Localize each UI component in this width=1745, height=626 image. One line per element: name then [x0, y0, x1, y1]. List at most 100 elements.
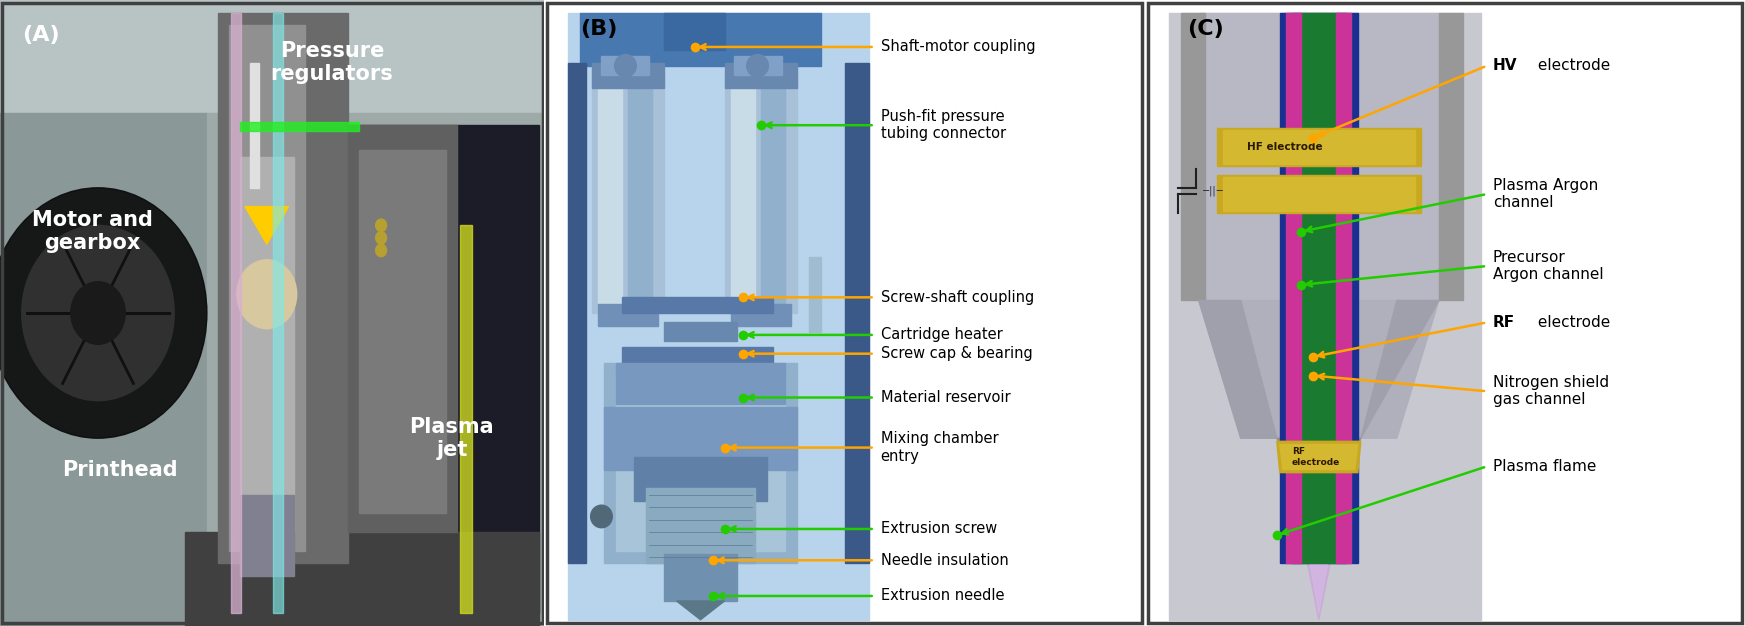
- Polygon shape: [244, 207, 288, 244]
- Bar: [1169, 13, 1482, 620]
- Bar: [239, 495, 293, 576]
- Bar: [731, 304, 790, 326]
- Bar: [581, 13, 820, 66]
- Text: −||−: −||−: [1202, 186, 1225, 196]
- Text: (B): (B): [581, 19, 618, 39]
- Bar: [845, 63, 869, 563]
- Bar: [0, 113, 208, 626]
- Text: Shaft-motor coupling: Shaft-motor coupling: [881, 39, 1035, 54]
- Bar: [1223, 130, 1415, 164]
- Bar: [349, 125, 457, 532]
- Text: Cartridge heater: Cartridge heater: [881, 327, 1002, 342]
- Circle shape: [375, 219, 387, 232]
- Polygon shape: [1295, 501, 1344, 620]
- Text: Push-fit pressure
tubing connector: Push-fit pressure tubing connector: [881, 109, 1005, 141]
- Text: Precursor
Argon channel: Precursor Argon channel: [1494, 250, 1604, 282]
- Circle shape: [0, 188, 208, 438]
- Bar: [461, 225, 473, 613]
- Text: Material reservoir: Material reservoir: [881, 390, 1010, 405]
- Bar: [359, 150, 447, 513]
- Bar: [239, 122, 359, 131]
- Polygon shape: [1361, 300, 1440, 438]
- Polygon shape: [1199, 300, 1277, 438]
- Bar: [604, 363, 796, 563]
- Bar: [218, 13, 349, 563]
- Bar: [616, 363, 785, 404]
- Text: Extrusion screw: Extrusion screw: [881, 521, 996, 536]
- Bar: [635, 457, 766, 501]
- Bar: [761, 75, 785, 313]
- Polygon shape: [677, 601, 724, 620]
- Bar: [724, 63, 796, 88]
- Bar: [665, 554, 736, 601]
- Bar: [808, 257, 820, 332]
- Bar: [1181, 13, 1204, 300]
- Bar: [665, 322, 736, 341]
- Circle shape: [375, 232, 387, 244]
- Bar: [1291, 13, 1345, 563]
- Bar: [569, 13, 869, 620]
- Bar: [602, 56, 649, 75]
- Text: Needle insulation: Needle insulation: [881, 553, 1009, 568]
- Bar: [1216, 175, 1420, 213]
- Bar: [232, 13, 241, 613]
- Text: Nitrogen shield
gas channel: Nitrogen shield gas channel: [1494, 375, 1609, 408]
- Circle shape: [21, 225, 174, 401]
- Bar: [599, 304, 658, 326]
- Bar: [623, 297, 773, 313]
- Bar: [1199, 13, 1440, 300]
- Bar: [274, 13, 283, 613]
- Bar: [733, 56, 782, 75]
- Circle shape: [375, 244, 387, 257]
- Polygon shape: [1279, 444, 1358, 470]
- Bar: [616, 376, 785, 551]
- Text: Plasma Argon
channel: Plasma Argon channel: [1494, 178, 1598, 210]
- Bar: [593, 63, 665, 88]
- Bar: [593, 75, 665, 313]
- Circle shape: [614, 54, 637, 77]
- Text: electrode: electrode: [1532, 315, 1609, 330]
- Bar: [229, 25, 305, 551]
- Text: Printhead: Printhead: [63, 459, 178, 480]
- Circle shape: [590, 505, 612, 528]
- Bar: [599, 75, 623, 313]
- Bar: [724, 75, 796, 313]
- Bar: [1286, 13, 1302, 563]
- Bar: [1335, 13, 1351, 563]
- Polygon shape: [1199, 300, 1440, 438]
- Text: electrode: electrode: [1532, 58, 1609, 73]
- Bar: [208, 113, 544, 626]
- Text: Plasma
jet: Plasma jet: [410, 416, 494, 460]
- Bar: [239, 156, 293, 532]
- Polygon shape: [1277, 438, 1361, 545]
- Text: (A): (A): [21, 25, 59, 45]
- Circle shape: [747, 54, 768, 77]
- Text: RF
electrode: RF electrode: [1291, 448, 1340, 466]
- Bar: [604, 407, 796, 470]
- Bar: [0, 0, 544, 113]
- Bar: [283, 125, 539, 613]
- Bar: [251, 63, 258, 188]
- Polygon shape: [1277, 441, 1361, 473]
- Bar: [628, 75, 653, 313]
- Circle shape: [237, 260, 297, 329]
- Text: Plasma flame: Plasma flame: [1494, 459, 1597, 474]
- Bar: [1440, 13, 1462, 300]
- Circle shape: [72, 282, 126, 344]
- Bar: [665, 13, 724, 50]
- Text: HF electrode: HF electrode: [1246, 142, 1323, 152]
- Bar: [731, 75, 754, 313]
- Text: Screw cap & bearing: Screw cap & bearing: [881, 346, 1033, 361]
- Bar: [185, 532, 539, 626]
- Bar: [623, 347, 773, 363]
- Bar: [1223, 177, 1415, 211]
- Text: HV: HV: [1494, 58, 1518, 73]
- Text: Extrusion needle: Extrusion needle: [881, 588, 1003, 603]
- Bar: [569, 63, 586, 563]
- Bar: [646, 488, 754, 563]
- Text: Pressure
regulators: Pressure regulators: [270, 41, 393, 85]
- Text: Screw-shaft coupling: Screw-shaft coupling: [881, 290, 1033, 305]
- Bar: [1216, 128, 1420, 166]
- Text: (C): (C): [1187, 19, 1223, 39]
- Text: RF: RF: [1494, 315, 1515, 330]
